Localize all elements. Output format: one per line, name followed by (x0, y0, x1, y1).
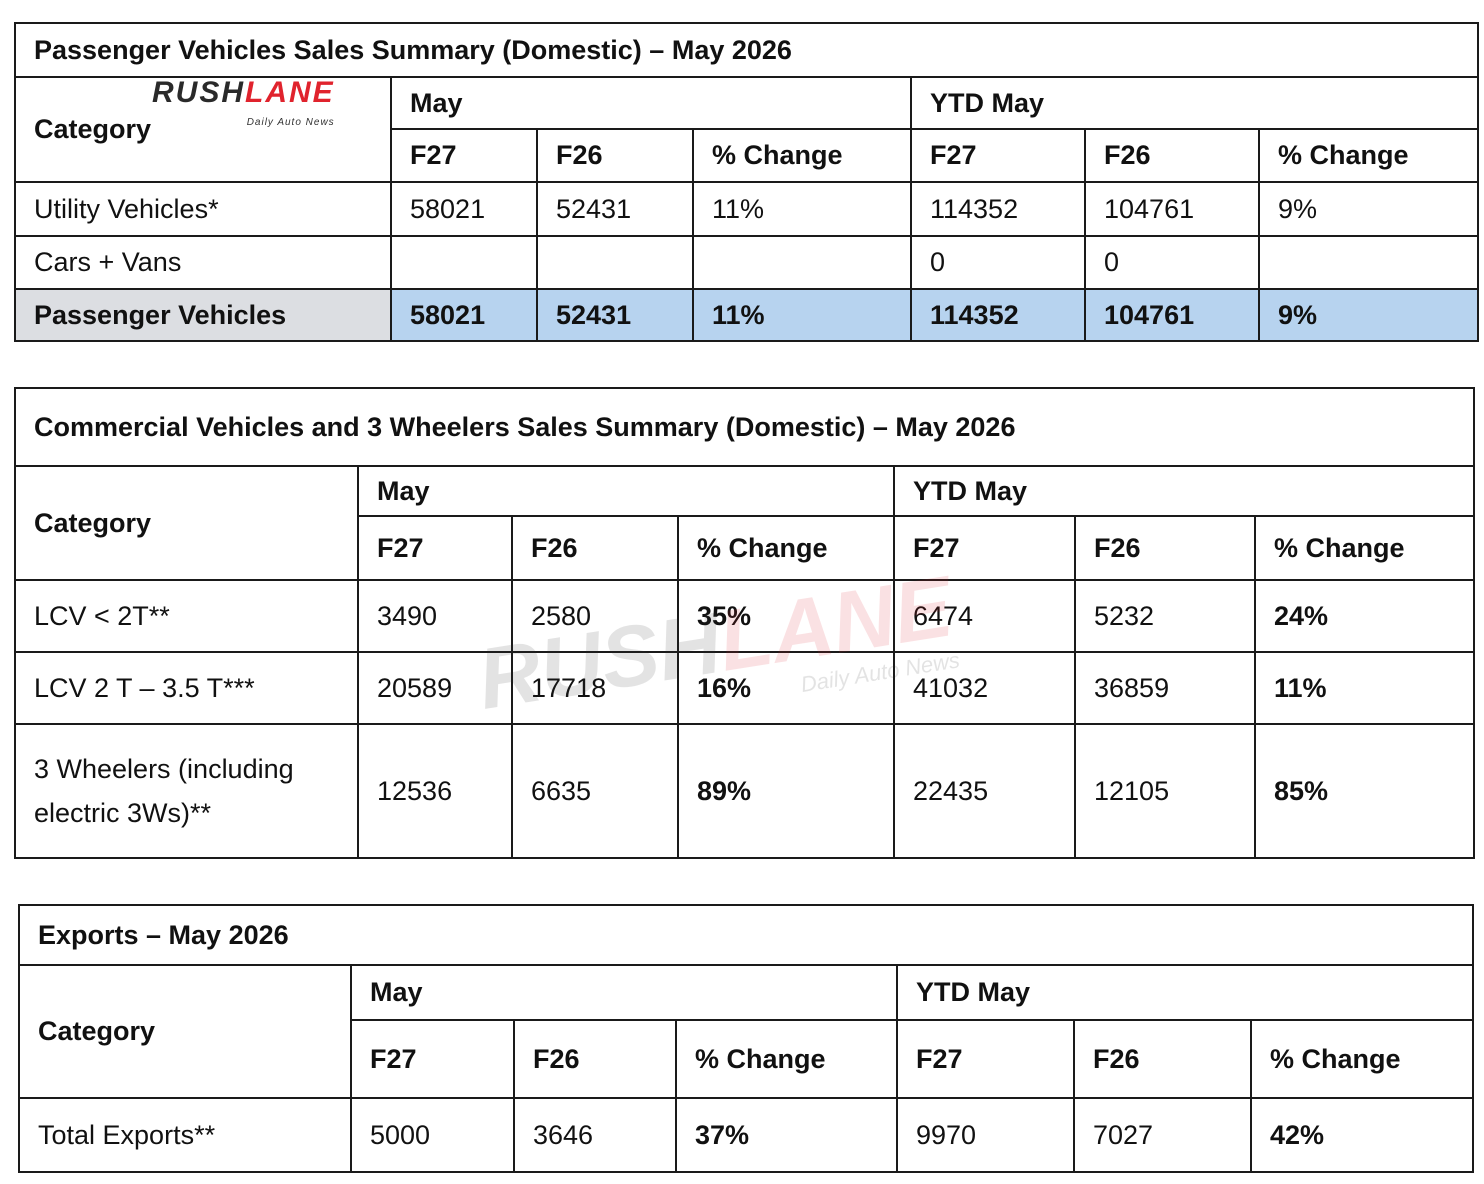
ex-col-ytd-change: % Change (1249, 1019, 1475, 1099)
table-row: Total Exports** 5000 3646 37% 9970 7027 … (18, 1097, 1475, 1173)
cell: 58021 (390, 181, 538, 237)
cell: 58021 (390, 288, 538, 342)
cv-col-ytd-change: % Change (1253, 515, 1476, 581)
cv-category-header: Category (14, 465, 359, 581)
ex-col-may-f26: F26 (513, 1019, 677, 1099)
pv-table-title: Passenger Vehicles Sales Summary (Domest… (13, 22, 1480, 78)
cv-col-ytd-f26: F26 (1074, 515, 1256, 581)
cv-group-may: May (357, 465, 895, 517)
cell: 114352 (910, 181, 1086, 237)
row-label: Passenger Vehicles (14, 288, 392, 342)
passenger-vehicles-table: Passenger Vehicles Sales Summary (Domest… (13, 22, 1480, 342)
cv-group-ytd: YTD May (892, 465, 1476, 517)
ex-col-may-f27: F27 (350, 1019, 515, 1099)
cell: 36859 (1074, 651, 1256, 725)
cell: 6635 (511, 723, 679, 859)
table-row: Cars + Vans 0 0 (14, 235, 1480, 290)
cell: 22435 (893, 723, 1076, 859)
cv-col-ytd-f27: F27 (893, 515, 1076, 581)
pv-col-ytd-f27: F27 (910, 128, 1086, 183)
ex-category-header: Category (18, 964, 352, 1099)
cv-col-may-change: % Change (677, 515, 895, 581)
cell: 12536 (357, 723, 513, 859)
table-row: Utility Vehicles* 58021 52431 11% 114352… (14, 181, 1480, 237)
ex-col-may-change: % Change (675, 1019, 898, 1099)
ex-col-ytd-f26: F26 (1073, 1019, 1252, 1099)
ex-col-ytd-f27: F27 (896, 1019, 1075, 1099)
cell: 16% (677, 651, 895, 725)
cell: 11% (1253, 651, 1476, 725)
row-label: Total Exports** (18, 1097, 352, 1173)
cell: 7027 (1073, 1097, 1252, 1173)
row-label: Utility Vehicles* (14, 181, 392, 237)
cell: 17718 (511, 651, 679, 725)
pv-group-may: May (390, 76, 912, 130)
ex-table-title: Exports – May 2026 (17, 904, 1475, 966)
pv-category-header: Category (14, 76, 392, 183)
cell: 20589 (357, 651, 513, 725)
cell (692, 235, 912, 290)
table-row: LCV < 2T** 3490 2580 35% 6474 5232 24% (14, 579, 1476, 653)
cv-table-title: Commercial Vehicles and 3 Wheelers Sales… (13, 387, 1476, 467)
cell (536, 235, 694, 290)
pv-group-ytd: YTD May (909, 76, 1480, 130)
cv-col-may-f27: F27 (357, 515, 513, 581)
cell: 37% (675, 1097, 898, 1173)
cell: 0 (1084, 235, 1260, 290)
cell: 2580 (511, 579, 679, 653)
cell: 89% (677, 723, 895, 859)
cell: 52431 (536, 181, 694, 237)
row-label: 3 Wheelers (including electric 3Ws)** (14, 723, 359, 859)
cell: 9% (1257, 181, 1480, 237)
table-row: LCV 2 T – 3.5 T*** 20589 17718 16% 41032… (14, 651, 1476, 725)
row-label: Cars + Vans (14, 235, 392, 290)
pv-col-ytd-change: % Change (1257, 128, 1480, 183)
cell: 6474 (893, 579, 1076, 653)
row-label: LCV < 2T** (14, 579, 359, 653)
cell: 3646 (513, 1097, 677, 1173)
ex-group-may: May (350, 964, 898, 1021)
commercial-vehicles-table: Commercial Vehicles and 3 Wheelers Sales… (13, 387, 1476, 859)
cell: 104761 (1084, 181, 1260, 237)
cell: 11% (692, 288, 912, 342)
table-row: 3 Wheelers (including electric 3Ws)** 12… (14, 723, 1476, 859)
cell: 3490 (357, 579, 513, 653)
row-label: LCV 2 T – 3.5 T*** (14, 651, 359, 725)
cell: 5232 (1074, 579, 1256, 653)
cell: 114352 (910, 288, 1086, 342)
cell: 12105 (1074, 723, 1256, 859)
cell: 104761 (1084, 288, 1260, 342)
cell (390, 235, 538, 290)
cell: 0 (910, 235, 1086, 290)
cell: 35% (677, 579, 895, 653)
exports-table: Exports – May 2026 Category May YTD May … (17, 904, 1475, 1173)
cell: 11% (692, 181, 912, 237)
pv-col-ytd-f26: F26 (1084, 128, 1260, 183)
cell: 9970 (896, 1097, 1075, 1173)
cell: 41032 (893, 651, 1076, 725)
pv-col-may-f26: F26 (536, 128, 694, 183)
cv-col-may-f26: F26 (511, 515, 679, 581)
cell: 52431 (536, 288, 694, 342)
ex-group-ytd: YTD May (895, 964, 1475, 1021)
cell: 5000 (350, 1097, 515, 1173)
cell: 24% (1253, 579, 1476, 653)
table-row-total: Passenger Vehicles 58021 52431 11% 11435… (14, 288, 1480, 342)
cell: 42% (1249, 1097, 1475, 1173)
cell: 85% (1253, 723, 1476, 859)
cell: 9% (1257, 288, 1480, 342)
pv-col-may-change: % Change (692, 128, 912, 183)
pv-col-may-f27: F27 (390, 128, 538, 183)
cell (1257, 235, 1480, 290)
